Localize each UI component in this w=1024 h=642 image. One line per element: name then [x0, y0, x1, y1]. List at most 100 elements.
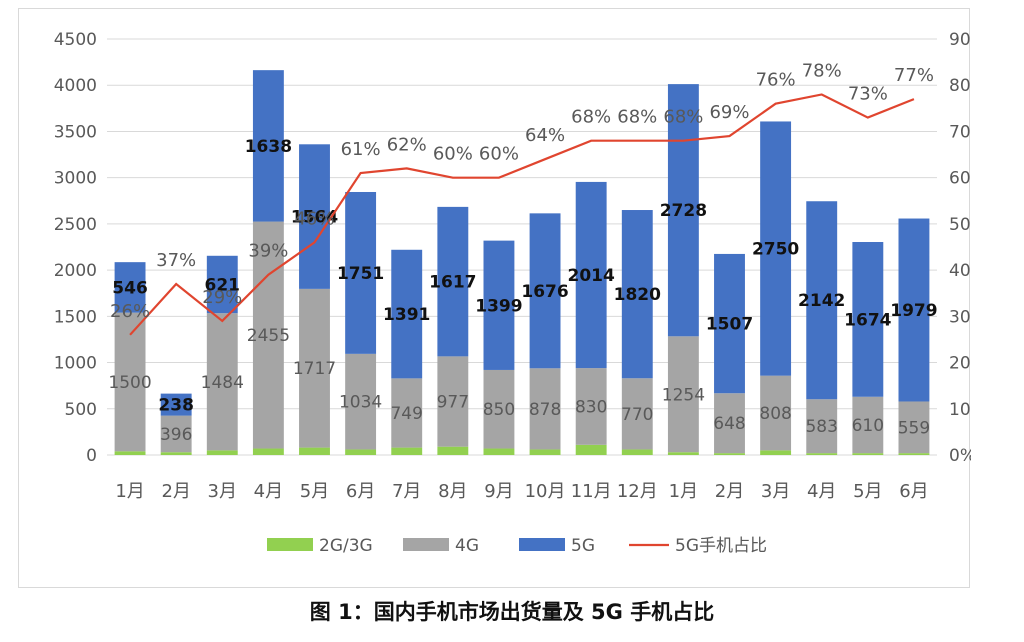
x-category-label: 5月 [853, 481, 882, 502]
bar-4g [667, 336, 699, 453]
data-label-5g: 1399 [475, 296, 522, 316]
y-right-tick-label: 10% [949, 400, 971, 420]
bar-2g-3g [160, 452, 192, 455]
data-label-5g: 2014 [568, 266, 615, 286]
data-label-5g-share: 68% [571, 107, 611, 128]
y-left-tick-label: 3000 [54, 169, 97, 189]
bar-2g-3g [575, 444, 607, 455]
data-label-4g: 830 [575, 397, 607, 417]
data-label-5g-share: 76% [756, 70, 796, 91]
data-label-4g: 2455 [247, 326, 290, 346]
y-right-tick-label: 20% [949, 354, 971, 374]
data-label-4g: 749 [390, 404, 422, 424]
bar-5g [483, 240, 515, 370]
bar-5g [898, 218, 930, 402]
data-label-5g: 2750 [752, 240, 799, 260]
bar-4g [206, 313, 238, 451]
bar-2g-3g [114, 451, 146, 455]
chart-frame: 0 500 1000 1500 2000 2500 3000 3500 4000 4500 0% 10… [18, 8, 971, 588]
y-left-tick-label: 2000 [54, 261, 97, 281]
data-label-5g: 1820 [614, 285, 661, 305]
bar-2g-3g [898, 453, 930, 455]
data-label-4g: 648 [713, 414, 745, 434]
data-label-4g: 1254 [662, 385, 705, 405]
bar-5g [160, 393, 192, 416]
data-label-5g-share: 68% [617, 107, 657, 128]
x-category-label: 2月 [715, 481, 744, 502]
bar-5g [760, 121, 792, 376]
x-category-label: 8月 [438, 481, 467, 502]
data-label-5g-share: 62% [387, 134, 427, 155]
data-label-5g: 546 [112, 278, 148, 298]
data-label-5g: 1676 [521, 282, 568, 302]
bar-2g-3g [437, 446, 469, 455]
y-left-tick-label: 0 [86, 446, 97, 466]
bar-5g [252, 70, 284, 222]
y-right-tick-label: 90% [949, 30, 971, 50]
data-label-4g: 559 [898, 418, 930, 438]
y-right-tick-label: 0% [949, 446, 971, 466]
bar-5g [806, 201, 838, 400]
legend-label: 5G手机占比 [675, 536, 767, 556]
x-category-label: 9月 [484, 481, 513, 502]
bar-4g [160, 415, 192, 453]
bar-4g [714, 393, 745, 454]
data-label-5g-share: 39% [248, 241, 288, 262]
data-label-4g: 610 [852, 416, 884, 436]
data-label-5g: 1617 [429, 273, 476, 293]
data-label-5g-share: 60% [479, 144, 519, 165]
bar-2g-3g [852, 453, 884, 455]
figure-caption: 图 1：国内手机市场出货量及 5G 手机占比 [309, 600, 715, 624]
bar-2g-3g [206, 450, 238, 455]
y-left-tick-label: 3500 [54, 122, 97, 142]
bar-4g [529, 368, 561, 450]
y-left-tick-label: 500 [65, 400, 97, 420]
bar-2g-3g [667, 452, 699, 455]
bar-4g [114, 312, 146, 452]
data-label-5g-share: 69% [709, 102, 749, 123]
bar-2g-3g [252, 448, 284, 455]
data-label-5g: 1979 [890, 301, 937, 321]
x-category-label: 11月 [571, 481, 612, 502]
bar-5g [299, 144, 330, 289]
data-label-5g-share: 29% [202, 287, 242, 308]
legend-swatch [267, 538, 313, 551]
x-category-label: 6月 [899, 481, 928, 502]
data-label-5g-share: 46% [294, 208, 334, 229]
x-category-label: 4月 [807, 481, 836, 502]
bar-4g [391, 378, 423, 448]
data-label-5g-share: 78% [802, 60, 842, 81]
bar-4g [483, 369, 515, 449]
bar-4g [852, 396, 884, 454]
bar-5g [206, 255, 238, 314]
bar-5g [437, 206, 469, 357]
bar-4g [806, 399, 838, 454]
bar-5g [852, 242, 884, 397]
x-category-label: 5月 [300, 481, 329, 502]
bar-5g [391, 249, 423, 379]
data-label-5g-share: 64% [525, 125, 565, 146]
data-label-5g: 238 [158, 396, 194, 416]
data-label-5g-share: 61% [341, 139, 381, 160]
bar-5g [345, 191, 377, 354]
data-label-4g: 770 [621, 405, 653, 425]
data-label-4g: 878 [529, 400, 561, 420]
y-left-tick-label: 1000 [54, 354, 97, 374]
y-right-tick-label: 60% [949, 169, 971, 189]
bar-2g-3g [806, 453, 838, 455]
x-category-label: 7月 [392, 481, 421, 502]
data-label-5g: 2728 [660, 201, 707, 221]
data-label-5g-share: 68% [663, 107, 703, 128]
y-right-tick-label: 50% [949, 215, 971, 235]
data-label-5g-share: 73% [848, 84, 888, 105]
chart-svg: 0 500 1000 1500 2000 2500 3000 3500 4000 4500 0% 10… [54, 30, 971, 556]
data-label-4g: 808 [759, 404, 791, 424]
x-category-label: 1月 [669, 481, 698, 502]
bar-2g-3g [345, 449, 377, 455]
data-label-4g: 977 [437, 393, 469, 413]
x-category-label: 3月 [761, 481, 790, 502]
bar-5g [714, 253, 745, 394]
data-label-5g: 1391 [383, 305, 430, 325]
y-right-tick-label: 80% [949, 76, 971, 96]
bar-5g [667, 84, 699, 337]
